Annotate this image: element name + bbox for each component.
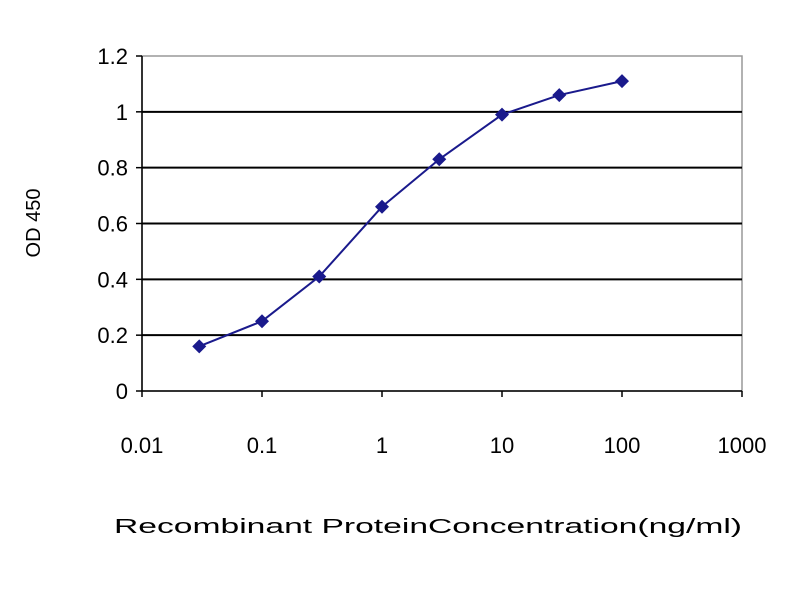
x-tick-label: 0.1 — [247, 433, 278, 458]
y-tick-label: 0.8 — [97, 156, 128, 181]
x-tick-label: 1000 — [718, 433, 767, 458]
data-point — [375, 199, 389, 214]
y-tick-label: 1 — [116, 100, 128, 125]
data-point — [192, 339, 207, 354]
data-point — [552, 88, 567, 103]
data-point — [615, 74, 629, 89]
y-tick-label: 0 — [116, 379, 128, 404]
data-point — [495, 107, 509, 122]
data-point — [312, 269, 327, 284]
x-axis-label: Recombinant ProteinConcentration(ng/ml) — [114, 516, 742, 538]
x-tick-label: 10 — [490, 433, 514, 458]
x-tick-label: 1 — [376, 433, 388, 458]
y-tick-label: 0.2 — [97, 323, 128, 348]
series-line — [198, 80, 623, 348]
gridlines — [136, 55, 743, 397]
data-point — [255, 314, 269, 329]
x-tick-label: 100 — [604, 433, 641, 458]
series — [192, 74, 629, 354]
data-point — [432, 152, 447, 167]
y-tick-labels: 0 0.2 0.4 0.6 0.8 1 1.2 — [97, 44, 128, 404]
y-tick-label: 1.2 — [97, 44, 128, 69]
y-tick-label: 0.4 — [97, 267, 128, 292]
x-tick-label: 0.01 — [121, 433, 164, 458]
y-axis-label: OD 450 — [23, 189, 45, 258]
y-tick-label: 0.6 — [97, 212, 128, 237]
x-tick-labels: 0.01 0.1 1 10 100 1000 — [121, 433, 767, 458]
